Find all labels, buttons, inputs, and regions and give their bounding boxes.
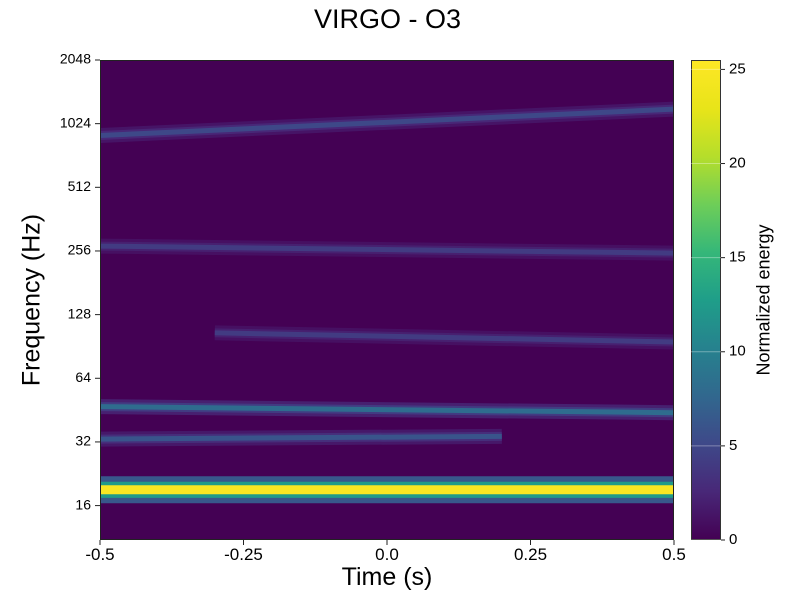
colorbar-tick-label: 10 bbox=[729, 343, 746, 360]
colorbar-tick-label: 5 bbox=[729, 437, 737, 454]
y-tick-label: 2048 bbox=[60, 51, 91, 67]
y-tick-label: 512 bbox=[68, 178, 92, 194]
energy-track-5 bbox=[100, 101, 674, 144]
energy-track-band bbox=[100, 433, 502, 442]
x-tick-label: -0.25 bbox=[224, 545, 263, 564]
y-tick-label: 256 bbox=[68, 242, 92, 258]
spectrogram-heatmap bbox=[100, 101, 674, 504]
y-tick-label: 64 bbox=[75, 369, 91, 385]
energy-track-1 bbox=[100, 399, 674, 421]
x-tick-label: 0.25 bbox=[514, 545, 547, 564]
y-tick-label: 16 bbox=[75, 496, 91, 512]
energy-track-3 bbox=[214, 325, 674, 350]
energy-track-band bbox=[100, 243, 674, 256]
chart-title: VIRGO - O3 bbox=[313, 4, 462, 34]
colorbar bbox=[691, 60, 721, 540]
energy-track-band bbox=[100, 404, 674, 416]
x-tick-label: 0.0 bbox=[375, 545, 399, 564]
energy-track-band bbox=[214, 330, 674, 345]
y-tick-label: 32 bbox=[75, 433, 91, 449]
y-tick-label: 128 bbox=[68, 305, 92, 321]
x-tick-label: -0.5 bbox=[85, 545, 114, 564]
colorbar-tick-label: 0 bbox=[729, 531, 737, 548]
x-tick-label: 0.5 bbox=[662, 545, 686, 564]
x-axis-label: Time (s) bbox=[341, 563, 433, 591]
spectrogram-plot-area bbox=[100, 60, 674, 540]
colorbar-tick-label: 25 bbox=[729, 60, 746, 77]
y-tick-label: 1024 bbox=[60, 114, 91, 130]
energy-track-2 bbox=[100, 428, 502, 447]
colorbar-tick-label: 20 bbox=[729, 154, 746, 171]
energy-track-4 bbox=[100, 238, 674, 261]
energy-track-band bbox=[100, 106, 674, 139]
colorbar-tick-label: 15 bbox=[729, 249, 746, 266]
